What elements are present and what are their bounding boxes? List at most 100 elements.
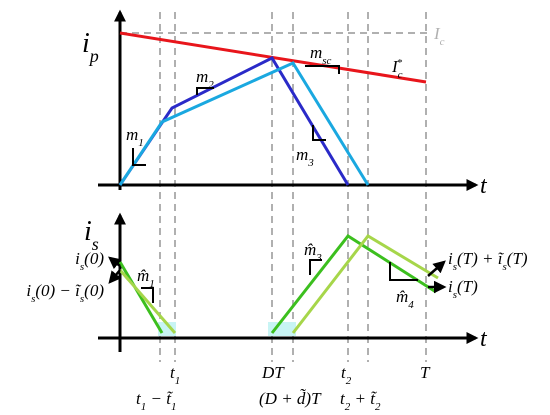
label-part: m	[196, 67, 208, 86]
label-part: t	[170, 363, 176, 382]
label-part: T	[420, 363, 431, 382]
ic-label: Ic	[433, 24, 445, 48]
slope-marker	[309, 259, 322, 275]
guides	[120, 12, 430, 362]
slope-marker	[132, 148, 146, 166]
label-part: t	[340, 389, 346, 408]
label-part: 4	[408, 299, 414, 311]
label-part: t	[341, 363, 347, 382]
label-part: (0)	[84, 249, 104, 268]
pointer	[108, 256, 122, 270]
time-label: DT	[261, 363, 285, 382]
label-part: 2	[346, 375, 352, 387]
slope-label: m̂4	[396, 287, 414, 311]
label-part: m	[126, 125, 138, 144]
label-part: (T)	[457, 277, 478, 296]
is0-label: is(0)	[75, 249, 104, 273]
label-part: m	[296, 145, 308, 164]
label-part: s	[80, 293, 84, 305]
label-part: 2	[208, 79, 214, 91]
label-part: m̂	[304, 240, 316, 259]
waveforms	[118, 31, 439, 336]
label-part: t	[480, 173, 488, 199]
label-part: p	[88, 46, 99, 66]
slope-markers	[132, 65, 418, 303]
is-perturbed	[118, 269, 177, 334]
label-part: (T)	[507, 249, 528, 268]
label-part: 3	[307, 157, 314, 169]
label-part: (D + d̃)T	[259, 389, 322, 408]
slope-label: m2	[196, 67, 214, 91]
time-label: t2	[341, 363, 352, 387]
label-part: 1	[149, 278, 155, 290]
label-part: t	[136, 389, 142, 408]
label-part: m̂	[137, 266, 149, 285]
label-part: c	[440, 36, 445, 48]
label-part: s	[92, 234, 99, 254]
is-nominal	[118, 261, 164, 334]
ic-star-label: Ic*	[391, 57, 403, 81]
label-part: i	[75, 249, 80, 268]
label-part: sc	[322, 55, 331, 67]
slope-marker	[305, 65, 340, 74]
label-part: s	[453, 261, 457, 273]
axes	[98, 9, 479, 352]
label-part: i	[26, 281, 31, 300]
label-part: t	[480, 326, 488, 352]
slope-marker	[141, 287, 154, 303]
axis-label: is	[84, 216, 99, 254]
axis-label: t	[480, 173, 488, 199]
label-part: m	[310, 43, 322, 62]
label-part: (0)	[84, 281, 104, 300]
label-part: i	[448, 277, 453, 296]
isT-pert-label: is(T) + ĩs(T)	[448, 249, 528, 273]
is0-pert-label: is(0) − ĩs(0)	[26, 281, 104, 305]
pointer	[427, 260, 446, 277]
slope-label: m3	[296, 145, 314, 169]
label-part: i	[448, 249, 453, 268]
label-part: − t̃	[146, 389, 173, 408]
is-perturbed	[291, 234, 439, 334]
pointer-arrows	[108, 256, 447, 294]
time-label: t1	[170, 363, 180, 387]
label-part: s	[453, 289, 457, 301]
label-part: c	[398, 69, 403, 81]
axis-label: ip	[82, 28, 99, 66]
label-part: I	[433, 24, 441, 43]
label-part: (0) − ĩ	[35, 281, 82, 300]
label-part: s	[31, 293, 35, 305]
slope-label: m̂3	[304, 240, 322, 264]
slope-label: msc	[310, 43, 332, 67]
time-label: (D + d̃)T	[259, 389, 322, 408]
ip-nominal	[118, 56, 350, 186]
label-part: s	[80, 261, 84, 273]
label-part: *	[397, 57, 403, 69]
pointer	[108, 269, 122, 284]
label-part: 1	[141, 401, 147, 413]
label-part: 1	[171, 401, 177, 413]
label-part: s	[503, 261, 507, 273]
isT-label: is(T)	[448, 277, 478, 301]
label-part: i	[84, 216, 92, 247]
ip-perturbed	[118, 61, 370, 186]
label-part: 1	[175, 375, 181, 387]
label-part: (T) + ĩ	[457, 249, 505, 268]
label-part: i	[82, 28, 90, 59]
slope-label: m̂1	[137, 266, 155, 290]
is-nominal	[270, 234, 437, 334]
label-part: 2	[375, 401, 381, 413]
slope-marker	[196, 87, 214, 95]
slope-marker	[389, 262, 418, 281]
slope-marker	[312, 125, 326, 141]
label-part: 3	[315, 252, 322, 264]
label-part: 1	[138, 137, 144, 149]
slope-label: m1	[126, 125, 144, 149]
label-part: + t̃	[350, 389, 377, 408]
label-part: DT	[261, 363, 285, 382]
time-label: t1 − t̃1	[136, 389, 176, 413]
axis-label: t	[480, 326, 488, 352]
time-label: t2 + t̃2	[340, 389, 381, 413]
label-part: 2	[345, 401, 351, 413]
highlight	[268, 322, 296, 336]
